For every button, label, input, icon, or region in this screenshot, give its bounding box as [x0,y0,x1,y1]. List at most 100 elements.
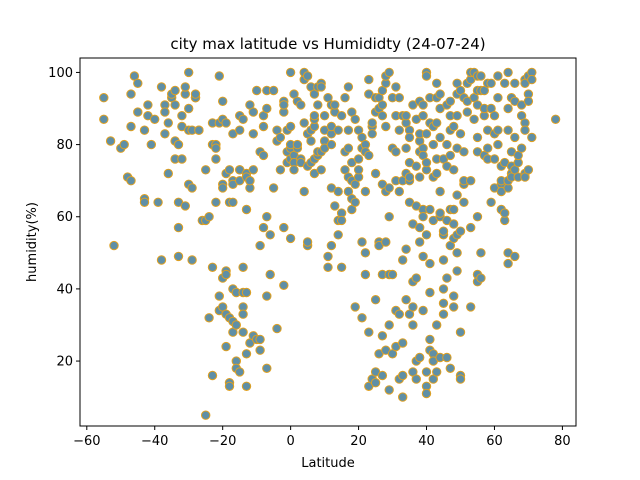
data-point [493,139,503,150]
data-point [384,183,394,193]
data-point [472,212,483,222]
data-point [438,298,449,308]
data-point [214,291,225,301]
data-point [418,111,428,121]
data-point [211,143,221,153]
data-point [279,280,289,290]
data-point [156,82,167,92]
y-tick-label: 40 [56,282,73,297]
data-point [411,161,421,171]
data-point [449,291,459,301]
data-point [466,176,476,186]
data-point [184,103,194,114]
data-point [449,121,459,132]
data-point [425,334,435,345]
data-point [248,107,259,117]
data-point [333,230,343,240]
data-point [432,367,442,377]
data-point [394,93,404,103]
data-point [364,327,374,337]
x-tick-label: −60 [73,434,100,449]
data-point [238,114,248,125]
data-point [262,363,272,373]
data-point [296,100,306,110]
data-point [432,320,442,330]
data-point [194,125,204,135]
data-point [272,323,282,334]
data-point [432,78,442,89]
data-point [126,176,136,186]
data-point [139,125,150,135]
data-point [99,93,109,103]
plot-frame [79,57,577,427]
data-point [466,302,476,312]
data-point [404,172,415,182]
data-point [231,320,242,330]
data-point [275,132,286,143]
data-point [353,154,364,164]
data-point [245,176,255,186]
data-point [503,258,513,269]
data-point [258,150,269,161]
data-point [255,240,265,251]
data-point [255,345,265,355]
data-point [252,85,262,96]
data-point [133,78,143,89]
data-point [520,125,530,135]
data-point [503,103,513,114]
data-point [221,269,231,280]
data-point [119,139,129,150]
data-point [204,313,214,323]
data-point [503,125,513,135]
data-point [343,143,354,153]
data-point [377,111,388,121]
data-point [469,114,479,125]
data-point [510,78,520,89]
data-point [384,212,394,222]
data-point [384,67,394,78]
data-point [207,370,218,381]
data-point [425,287,435,298]
data-point [357,313,367,323]
data-point [285,233,296,244]
data-point [353,165,364,175]
data-point [248,129,259,139]
data-point [177,111,187,121]
data-point [248,165,259,175]
data-point [187,183,197,193]
data-point [343,82,354,92]
data-point [381,121,391,132]
data-point [306,136,316,146]
data-point [401,111,411,121]
data-point [401,143,411,153]
data-point [367,129,377,139]
data-point [326,240,337,251]
data-point [377,100,388,110]
data-point [218,96,228,107]
y-tick-label: 100 [48,66,73,81]
data-point [476,273,486,283]
data-point [126,121,136,132]
data-point [449,302,459,312]
data-point [462,107,472,117]
data-point [527,132,537,143]
data-point [316,82,326,92]
data-point [279,100,289,110]
data-point [360,248,371,258]
y-tick-label: 20 [56,355,73,370]
data-point [177,154,187,164]
data-point [336,111,347,121]
data-point [173,251,184,262]
data-point [204,212,214,222]
data-point [398,370,408,381]
data-point [438,284,449,294]
data-point [279,222,289,233]
data-point [207,262,218,272]
data-point [150,114,160,125]
data-point [228,197,238,208]
data-point [445,96,455,107]
data-point [408,302,418,312]
data-point [235,367,245,377]
data-point [126,89,136,99]
